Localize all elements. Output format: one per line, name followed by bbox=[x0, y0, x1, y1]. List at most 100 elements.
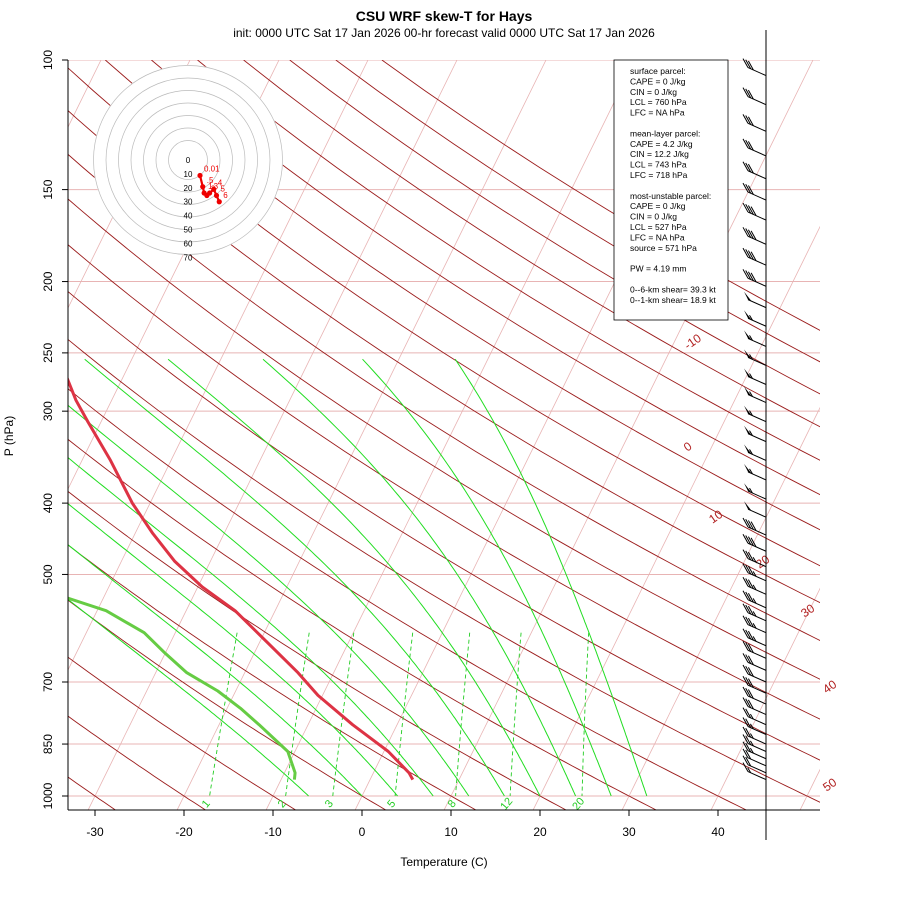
wind-barb-full bbox=[745, 518, 752, 529]
dry-adiabat-line bbox=[197, 60, 820, 461]
wind-barb bbox=[742, 653, 767, 671]
wind-barb-half bbox=[749, 713, 754, 720]
wind-barb-half bbox=[749, 430, 753, 436]
wind-barb bbox=[742, 549, 767, 568]
wind-barb-full bbox=[747, 536, 754, 546]
wind-barb-full bbox=[742, 58, 749, 68]
wind-barb-full bbox=[745, 665, 752, 676]
wind-barb-full bbox=[747, 163, 754, 174]
isotherm-line bbox=[87, 60, 458, 810]
wind-barb bbox=[742, 517, 767, 536]
wind-barb-full bbox=[747, 250, 754, 260]
info-line: CAPE = 0 J/kg bbox=[630, 76, 686, 86]
moist-adiabat-line bbox=[454, 358, 648, 797]
isotherm-label: 50 bbox=[820, 775, 839, 794]
mixing-ratio-line bbox=[209, 632, 238, 797]
isotherm-line bbox=[621, 406, 820, 810]
hodograph-ring bbox=[130, 102, 246, 218]
dry-adiabat-line bbox=[68, 290, 820, 761]
wind-barb-full bbox=[742, 734, 749, 744]
wind-barb bbox=[742, 664, 767, 683]
temperature-profile bbox=[68, 376, 415, 781]
mixing-ratio-line bbox=[455, 632, 471, 797]
wind-barb-full bbox=[745, 718, 752, 728]
wind-barb-full bbox=[742, 114, 749, 124]
wind-barb-staff bbox=[747, 147, 767, 157]
wind-barb-staff bbox=[747, 684, 767, 694]
wind-barb-staff bbox=[747, 235, 767, 245]
wind-barb bbox=[742, 138, 767, 157]
wind-barb-full bbox=[742, 675, 749, 686]
wind-barb-full bbox=[750, 230, 757, 241]
wind-barb-full bbox=[745, 604, 752, 615]
wind-barb-flag bbox=[744, 483, 752, 493]
hodograph-point-label: 5 bbox=[221, 185, 226, 194]
wind-barb bbox=[742, 534, 767, 552]
wind-barb bbox=[744, 483, 767, 500]
dry-adiabat-line bbox=[289, 60, 820, 395]
wind-barb-full bbox=[745, 642, 752, 652]
wind-barb-staff bbox=[747, 122, 767, 132]
wind-barb-full bbox=[745, 677, 752, 687]
hodograph-ring-label: 50 bbox=[184, 226, 193, 235]
hodograph-point bbox=[197, 172, 203, 179]
wind-barb-full bbox=[745, 654, 752, 664]
wind-barb-half bbox=[752, 636, 757, 642]
info-line: source = 571 hPa bbox=[630, 243, 697, 253]
wind-barb-full bbox=[745, 688, 752, 698]
wind-barb-full bbox=[742, 628, 749, 639]
wind-barb-staff bbox=[747, 170, 767, 180]
hodograph-point bbox=[211, 186, 217, 192]
chart-subtitle: init: 0000 UTC Sat 17 Jan 2026 00-hr for… bbox=[233, 26, 655, 40]
x-tick-label: 0 bbox=[359, 825, 366, 839]
isotherm-line bbox=[354, 60, 725, 810]
wind-barb bbox=[744, 501, 767, 518]
wind-barb-full bbox=[742, 577, 749, 587]
wind-barb-full bbox=[747, 60, 754, 71]
wind-barb-half bbox=[749, 449, 753, 455]
info-line: LCL = 760 hPa bbox=[630, 97, 687, 107]
wind-barb-half bbox=[749, 468, 753, 475]
isotherm-line bbox=[443, 60, 814, 810]
wind-barb-full bbox=[742, 227, 749, 237]
wind-barb-full bbox=[747, 643, 754, 653]
dry-adiabat-line bbox=[68, 490, 567, 810]
wind-barb-flag bbox=[744, 501, 752, 511]
wind-barb-staff bbox=[747, 743, 767, 752]
wind-barb-flag bbox=[744, 386, 752, 397]
wind-barb-staff bbox=[747, 394, 767, 403]
wind-barb bbox=[744, 425, 767, 443]
wind-barb-full bbox=[742, 697, 749, 707]
wind-barb-full bbox=[745, 88, 752, 99]
hodograph-point-label: 1 bbox=[208, 182, 213, 191]
wind-barb-full bbox=[742, 641, 749, 651]
wind-barb-half bbox=[749, 487, 753, 494]
wind-barb-staff bbox=[747, 277, 767, 287]
wind-barb-staff bbox=[747, 558, 767, 568]
info-line: LCL = 743 hPa bbox=[630, 160, 687, 170]
wind-barb bbox=[742, 58, 767, 77]
wind-barb-full bbox=[747, 592, 754, 603]
isotherm-label: 30 bbox=[798, 601, 817, 620]
hodograph-ring bbox=[105, 77, 271, 243]
wind-barb-full bbox=[742, 87, 749, 97]
wind-barb-full bbox=[742, 762, 749, 772]
wind-barb-full bbox=[742, 138, 749, 149]
wind-barb-full bbox=[742, 741, 749, 751]
moist-adiabat-line bbox=[167, 358, 541, 797]
wind-barb-full bbox=[745, 59, 752, 70]
wind-barb bbox=[744, 463, 767, 481]
info-line: LFC = 718 hPa bbox=[630, 170, 688, 180]
wind-barb-full bbox=[742, 664, 749, 675]
x-axis-label: Temperature (C) bbox=[400, 855, 487, 869]
dry-adiabat-line bbox=[68, 153, 820, 641]
hodograph-point-label: 6 bbox=[223, 191, 228, 200]
wind-barb bbox=[744, 330, 767, 347]
wind-barb-full bbox=[745, 742, 752, 753]
wind-barb bbox=[742, 741, 767, 760]
wind-barb-full bbox=[747, 185, 754, 195]
wind-barb bbox=[744, 310, 767, 327]
wind-barb bbox=[742, 590, 767, 609]
info-line: LFC = NA hPa bbox=[630, 232, 685, 242]
